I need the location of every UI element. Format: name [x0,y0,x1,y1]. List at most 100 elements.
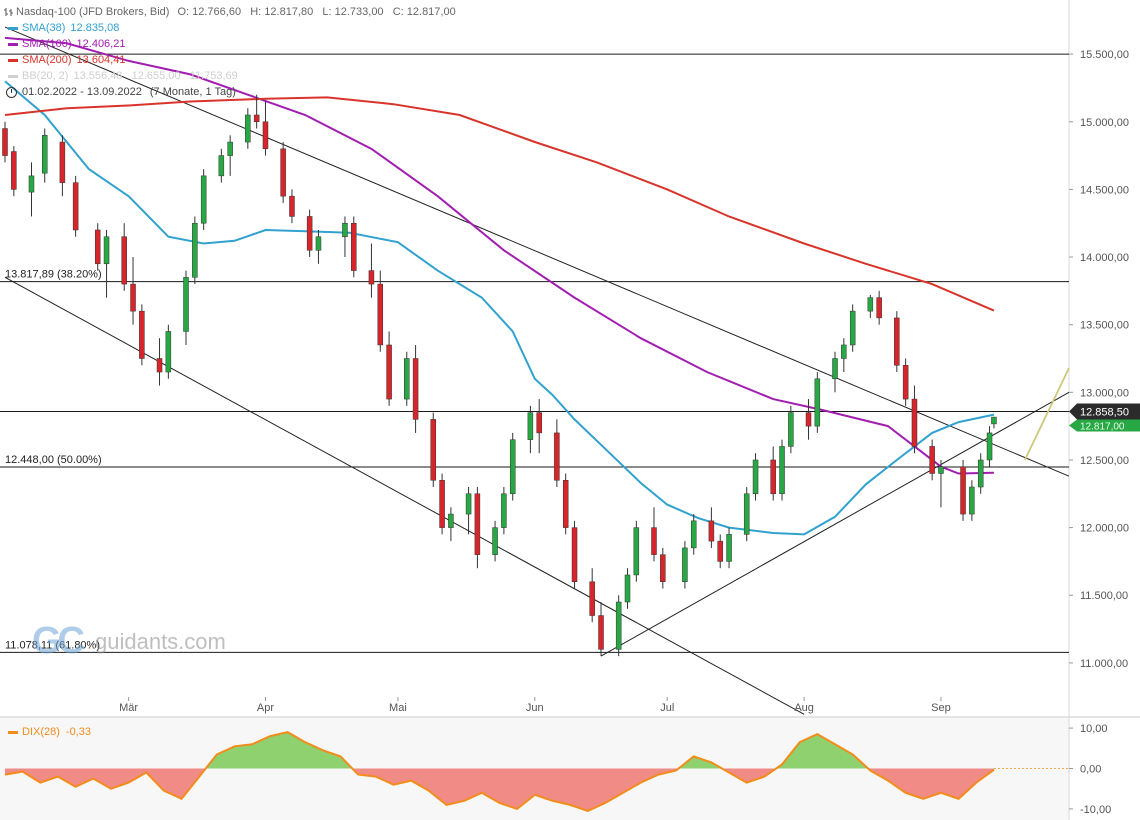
y-tick-label: 12.500,00 [1080,455,1129,467]
candle [960,459,966,521]
candle-body [404,358,410,400]
indicator-row-bb[interactable]: BB(20, 2) 13.556,48 12.655,00 11.753,69 [4,68,456,84]
candle-body [615,601,622,650]
candle [969,480,975,521]
candle [708,507,715,548]
candle-body [554,432,560,481]
dix-label: DIX(28) [22,726,60,738]
level-label: 13.817,89 (38.20%) [5,269,102,281]
candle [200,169,207,230]
trendline-projection [1024,367,1070,461]
candle-body [770,459,776,495]
candle [660,547,666,589]
candle [938,459,944,508]
candle-body [571,527,578,582]
candle [562,473,569,535]
candle [130,257,136,325]
candle-body [412,358,419,420]
x-tick-label: Sep [931,702,951,714]
candle [536,399,542,454]
candle-body [986,432,993,461]
dix-swatch [8,730,18,734]
candle-body [651,527,657,555]
candle [690,514,697,555]
candle [465,487,472,535]
candle-body [743,493,750,535]
candle-body [682,547,688,582]
candle [598,602,604,657]
candle-body [633,527,640,576]
period-range: 01.02.2022 - 13.09.2022 [22,86,142,98]
y-tick-label: 13.000,00 [1080,387,1129,399]
candle-body [2,128,8,156]
candle-body [262,121,269,150]
y-tick-label: 11.500,00 [1080,590,1128,602]
chart-legend: Nasdaq-100 (JFD Brokers, Bid) O: 12.766,… [4,4,456,100]
candle-body [991,416,997,425]
clock-icon [6,86,17,98]
guidants-watermark: GC guidants.com [32,620,226,663]
osc-y-tick-label: -10,00 [1080,804,1111,816]
candle-body [536,412,542,434]
candle [28,162,35,217]
candle-body [439,480,445,528]
candle-body [183,277,189,332]
bb-label: BB(20, 2) [22,70,69,82]
price-tag-current [1069,403,1140,420]
candle [717,534,723,569]
y-tick-label: 15.500,00 [1080,49,1129,61]
candle-body [59,141,66,183]
sma38-value: 12.835,08 [70,22,120,34]
candle [377,270,384,352]
candle-body [876,297,882,319]
sma200-swatch [8,58,18,62]
sma200-label: SMA(200) [22,54,72,66]
x-tick-label: Jun [526,702,544,714]
candle-body [492,527,498,555]
indicator-row-sma100[interactable]: SMA(100) 12.406,21 [4,36,456,52]
y-tick-label: 11.000,00 [1080,658,1128,670]
indicator-row-sma200[interactable]: SMA(200) 13.604,41 [4,52,456,68]
indicator-row-sma38[interactable]: SMA(38) 12.835,08 [4,20,456,36]
candle-body [527,412,534,440]
candle [72,175,79,237]
candle-body [289,195,295,217]
candle [306,209,313,258]
candle [624,568,631,609]
candle [805,399,812,440]
candle-body [752,459,759,495]
candle-body [192,222,198,278]
osc-y-tick-label: 10,00 [1080,723,1108,735]
candle-body [245,114,251,143]
oscillator-legend[interactable]: DIX(28) -0,33 [4,726,91,738]
candle-body [342,222,348,237]
ohlc-values: O: 12.766,60 H: 12.817,80 L: 12.733,00 C… [177,6,456,18]
candle-body [165,331,172,373]
candle-body [509,439,516,495]
candle [929,439,935,481]
sma38-label: SMA(38) [22,22,66,34]
candle-body [624,574,631,603]
candle-body [377,283,384,346]
price-tag-close [1069,419,1140,432]
candle [351,216,357,278]
oscillator-positive-area [5,732,994,769]
candle [832,351,838,393]
candle-body [430,419,436,481]
period-row[interactable]: 01.02.2022 - 13.09.2022 (7 Monate, 1 Tag… [4,84,456,100]
candle-body [200,175,207,224]
candle [474,487,481,569]
candle [412,344,419,433]
candle-body [832,358,838,380]
guidants-logo-icon: GC [32,620,85,662]
candle-body [103,236,110,265]
candle [770,446,776,501]
candle [103,229,110,298]
ohlc-bars-icon [4,8,13,16]
candle [227,135,233,176]
candle [2,121,8,163]
watermark-text: guidants.com [95,628,226,654]
candle [911,385,918,454]
candle-body [130,283,136,312]
